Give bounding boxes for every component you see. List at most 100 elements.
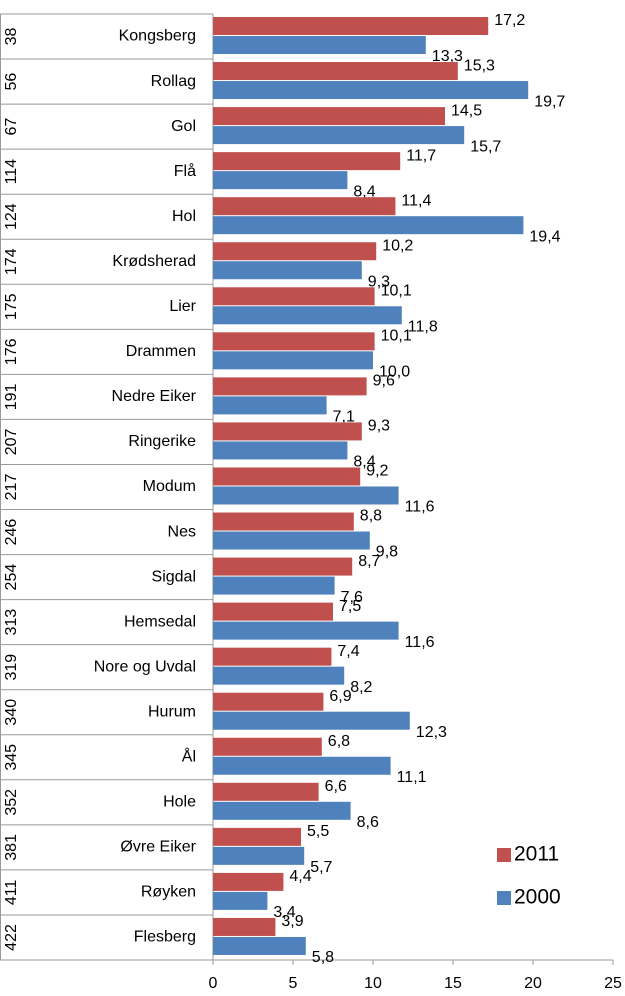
category-label: Hole	[163, 794, 196, 811]
rank-label: 313	[3, 609, 20, 636]
x-tick-label: 20	[524, 975, 542, 992]
rank-label: 191	[3, 383, 20, 410]
bar	[213, 936, 306, 955]
rank-label: 381	[3, 834, 20, 861]
rank-label: 67	[3, 118, 20, 136]
bar	[213, 17, 489, 35]
x-tick-label: 0	[209, 975, 218, 992]
value-label: 5,7	[310, 859, 332, 876]
bar	[213, 576, 335, 595]
bar	[213, 692, 324, 711]
category-label: Sigdal	[152, 568, 196, 585]
bar	[213, 486, 399, 505]
bar	[213, 441, 348, 460]
value-label: 15,7	[470, 138, 501, 155]
category-label: Røyken	[141, 884, 196, 901]
bar	[213, 422, 362, 441]
bar	[213, 917, 276, 936]
value-label: 4,4	[289, 868, 311, 885]
rank-label: 174	[3, 248, 20, 275]
bar	[213, 261, 362, 280]
value-label: 19,4	[529, 228, 560, 245]
bar	[213, 846, 305, 865]
rank-label: 124	[3, 203, 20, 230]
value-label: 12,3	[416, 724, 447, 741]
value-label: 9,3	[368, 418, 390, 435]
rank-label: 345	[3, 744, 20, 771]
bar	[213, 197, 396, 216]
rank-label: 176	[3, 338, 20, 365]
value-label: 6,6	[325, 778, 347, 795]
value-label: 11,8	[408, 319, 438, 336]
category-label: Nedre Eiker	[112, 388, 197, 405]
value-label: 9,8	[376, 544, 398, 561]
value-label: 6,8	[328, 733, 350, 750]
bar	[213, 287, 375, 306]
legend-swatch	[497, 891, 511, 905]
rank-label: 114	[3, 159, 20, 185]
rank-label: 319	[3, 654, 20, 681]
value-label: 10,1	[381, 328, 412, 345]
legend-label: 2000	[514, 886, 561, 909]
bar	[213, 152, 401, 171]
category-label: Gol	[171, 118, 196, 135]
value-label: 7,5	[339, 598, 361, 615]
value-label: 7,4	[337, 643, 359, 660]
category-label: Kongsberg	[119, 28, 196, 45]
value-label: 10,1	[381, 283, 412, 300]
bar	[213, 756, 391, 775]
bar	[213, 306, 402, 325]
category-label: Lier	[169, 298, 196, 315]
x-tick-label: 10	[364, 975, 382, 992]
value-label: 6,9	[329, 688, 351, 705]
rank-label: 422	[3, 924, 20, 951]
value-label: 10,2	[382, 237, 413, 254]
value-label: 5,8	[312, 949, 334, 966]
bar	[213, 467, 361, 486]
bar	[213, 81, 529, 100]
bar	[213, 891, 268, 910]
rank-label: 217	[3, 474, 20, 501]
value-label: 3,4	[273, 904, 295, 921]
category-label: Ringerike	[128, 433, 196, 450]
bar	[213, 827, 301, 846]
category-label: Modum	[143, 478, 196, 495]
bar	[213, 737, 322, 756]
x-tick-label: 5	[289, 975, 298, 992]
value-label: 11,7	[406, 147, 436, 164]
value-label: 10,0	[379, 364, 410, 381]
bar	[213, 351, 373, 370]
bar	[213, 602, 333, 621]
bar	[213, 171, 348, 190]
value-label: 7,1	[333, 409, 355, 426]
bar	[213, 216, 524, 235]
rank-label: 352	[3, 789, 20, 816]
category-label: Nes	[168, 523, 196, 540]
value-label: 8,2	[350, 679, 372, 696]
rank-label: 175	[3, 293, 20, 320]
rank-label: 411	[3, 880, 20, 906]
value-label: 8,4	[353, 454, 375, 471]
bar	[213, 242, 377, 261]
bar	[213, 872, 284, 891]
category-label: Nore og Uvdal	[94, 658, 196, 675]
legend-label: 2011	[514, 843, 559, 866]
rank-label: 340	[3, 699, 20, 726]
x-tick-label: 25	[604, 975, 622, 992]
category-label: Ål	[182, 747, 196, 766]
category-label: Hol	[172, 208, 196, 225]
bar	[213, 711, 410, 730]
rank-label: 254	[3, 564, 20, 591]
bar	[213, 557, 353, 576]
bar	[213, 801, 351, 820]
value-label: 8,7	[358, 553, 380, 570]
category-label: Flesberg	[134, 929, 196, 946]
rank-label: 56	[3, 73, 20, 91]
category-label: Øvre Eiker	[120, 839, 196, 856]
category-label: Krødsherad	[112, 253, 196, 270]
bar	[213, 36, 426, 54]
value-label: 11,4	[401, 192, 431, 209]
bar	[213, 531, 370, 550]
value-label: 9,2	[366, 463, 388, 480]
